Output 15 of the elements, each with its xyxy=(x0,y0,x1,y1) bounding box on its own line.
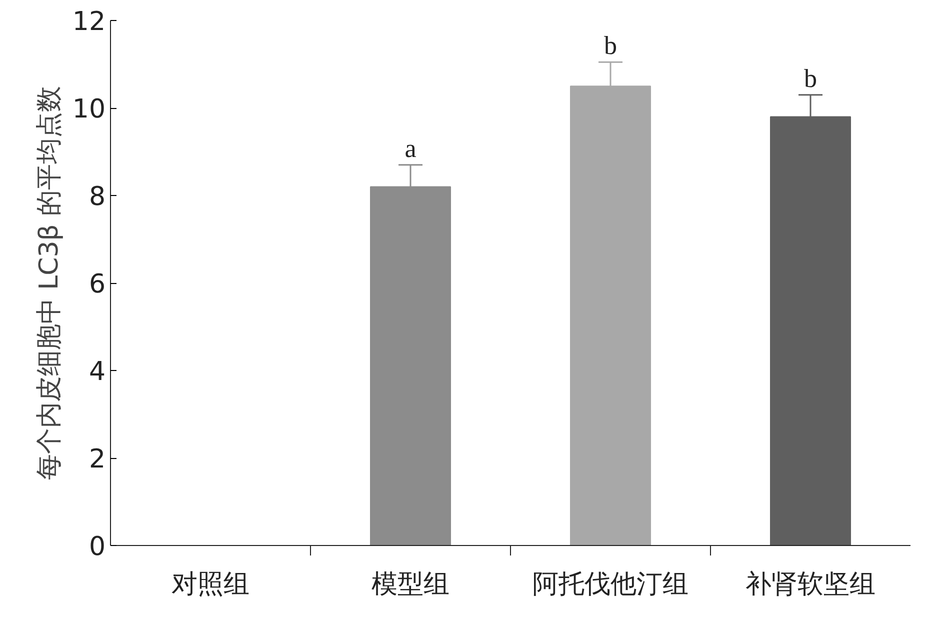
y-tick-label: 0 xyxy=(88,532,106,562)
y-tick-label: 6 xyxy=(88,270,106,300)
x-tick-label: 阿托伐他汀组 xyxy=(532,570,688,600)
y-tick-label: 2 xyxy=(88,444,106,474)
annotation: a xyxy=(404,134,417,163)
y-tick-label: 8 xyxy=(88,182,106,212)
annotation: b xyxy=(604,31,617,60)
y-tick-label: 4 xyxy=(88,357,106,387)
y-axis-title: 每个内皮细胞中 LC3β 的平均点数 xyxy=(34,86,64,480)
x-tick-label: 补肾软坚组 xyxy=(746,570,876,600)
x-tick-label: 对照组 xyxy=(172,570,250,600)
annotation: b xyxy=(804,64,817,93)
x-tick-label: 模型组 xyxy=(372,570,450,600)
y-tick-label: 12 xyxy=(72,7,106,37)
y-tick-label: 10 xyxy=(72,94,106,124)
